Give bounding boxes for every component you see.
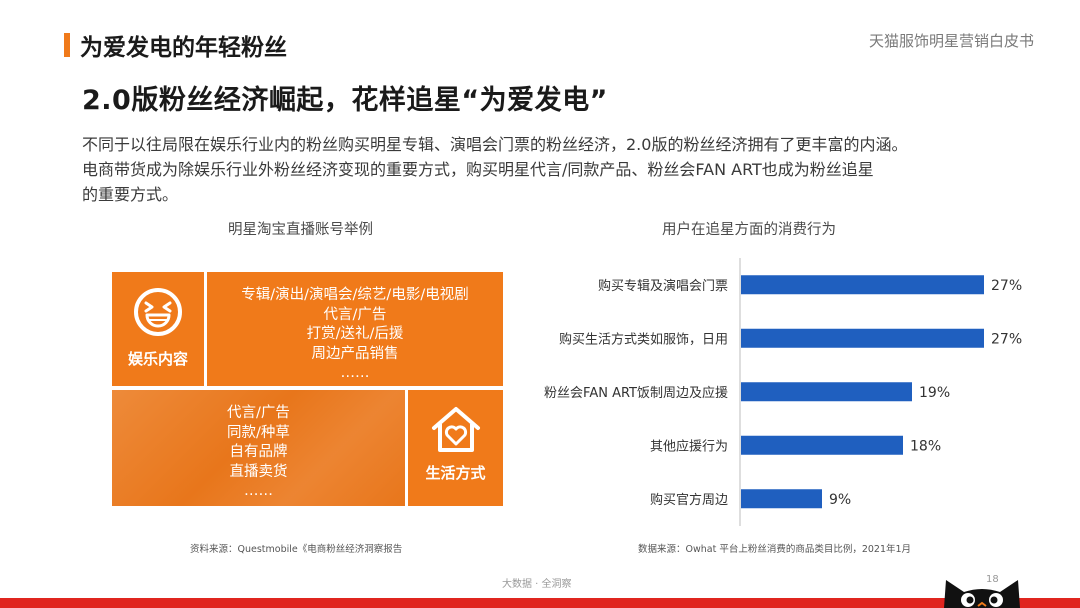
data-label: 9%: [829, 492, 851, 508]
consumption-bar-chart: 购买专辑及演唱会门票 27% 购买生活方式类如服饰，日用 27% 粉丝会FAN ART饭…: [544, 258, 1022, 526]
title-accent-bar: [64, 33, 70, 57]
data-label: 19%: [919, 385, 950, 401]
list-item: 专辑/演出/演唱会/综艺/电影/电视剧: [241, 287, 469, 303]
footer-slogan: 大数据 · 全洞察: [502, 579, 572, 590]
category-label: 其他应援行为: [650, 438, 728, 454]
list-item: ……: [340, 365, 370, 381]
left-source-note: 资料来源：Questmobile《电商粉丝经济洞察报告: [190, 544, 403, 555]
entertainment-label: 娱乐内容: [127, 350, 188, 368]
document-name: 天猫服饰明星营销白皮书: [868, 32, 1034, 50]
list-item: 自有品牌: [229, 444, 288, 460]
data-label: 18%: [910, 438, 941, 454]
right-panel-title: 用户在追星方面的消费行为: [662, 222, 836, 238]
left-panel-title: 明星淘宝直播账号举例: [228, 222, 373, 238]
category-label: 购买生活方式类如服饰，日用: [559, 331, 728, 347]
category-label: 购买专辑及演唱会门票: [598, 278, 728, 294]
bar: [741, 328, 984, 348]
list-item: 打赏/送礼/后援: [306, 326, 404, 342]
data-label: 27%: [991, 331, 1022, 347]
tmall-cat-logo-icon: [944, 580, 1020, 608]
house-heart-icon: [428, 404, 484, 460]
bar: [741, 489, 822, 509]
lifestyle-label: 生活方式: [425, 464, 486, 482]
data-label: 27%: [991, 278, 1022, 294]
list-item: ……: [244, 483, 273, 499]
entertainment-icon-block: 娱乐内容: [112, 272, 204, 386]
footer-strip: [0, 598, 1080, 608]
lifestyle-items: 代言/广告 同款/种草 自有品牌 直播卖货 ……: [112, 404, 405, 502]
entertainment-items: 专辑/演出/演唱会/综艺/电影/电视剧 代言/广告 打赏/送礼/后援 周边产品销…: [207, 286, 503, 384]
list-item: 代言/广告: [227, 405, 290, 421]
right-source-note: 数据来源：Owhat 平台上粉丝消费的商品类目比例，2021年1月: [638, 544, 912, 555]
body-line: 电商带货成为除娱乐行业外粉丝经济变现的重要方式，购买明星代言/同款产品、粉丝会F…: [82, 160, 874, 179]
headline: 2.0版粉丝经济崛起，花样追星“为爱发电”: [82, 85, 608, 116]
list-item: 代言/广告: [323, 306, 387, 323]
category-label: 购买官方周边: [650, 492, 728, 508]
list-item: 直播卖货: [229, 463, 288, 480]
body-line: 的重要方式。: [82, 185, 179, 204]
body-paragraph: 不同于以往局限在娱乐行业内的粉丝购买明星专辑、演唱会门票的粉丝经济，2.0版的粉…: [82, 132, 1032, 207]
entertainment-items-block: 专辑/演出/演唱会/综艺/电影/电视剧 代言/广告 打赏/送礼/后援 周边产品销…: [207, 272, 503, 386]
list-item: 同款/种草: [227, 424, 290, 441]
list-item: 周边产品销售: [311, 345, 399, 362]
category-label: 粉丝会FAN ART饭制周边及应援: [544, 385, 728, 401]
lifestyle-items-block: 代言/广告 同款/种草 自有品牌 直播卖货 ……: [112, 390, 405, 506]
page-number: 18: [986, 574, 999, 585]
bar: [741, 435, 903, 455]
body-line: 不同于以往局限在娱乐行业内的粉丝购买明星专辑、演唱会门票的粉丝经济，2.0版的粉…: [82, 135, 908, 154]
bar: [741, 275, 984, 295]
section-title: 为爱发电的年轻粉丝: [80, 35, 287, 61]
laughing-face-icon: [132, 286, 184, 342]
lifestyle-icon-block: 生活方式: [408, 390, 503, 506]
bar: [741, 382, 912, 402]
